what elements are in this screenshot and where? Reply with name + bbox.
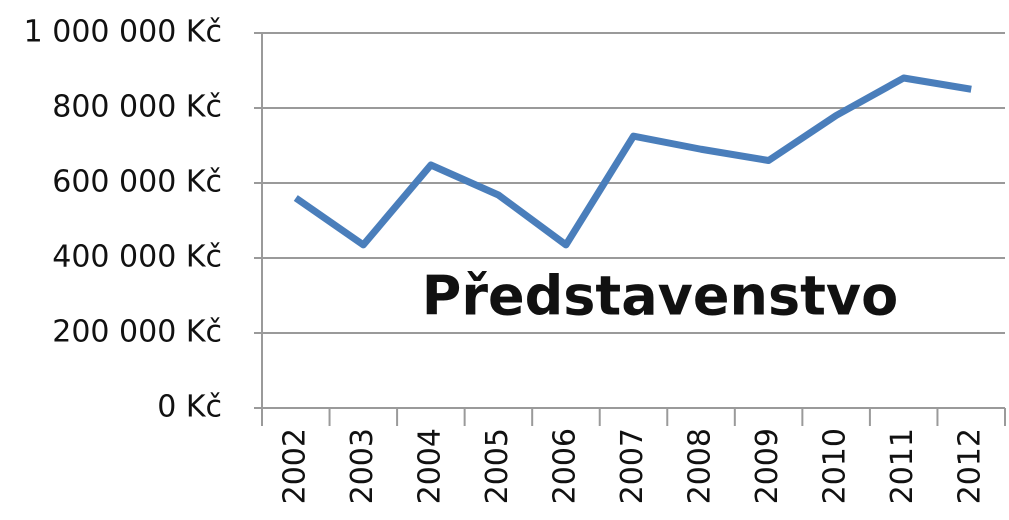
x-tick-label: 2008 (683, 428, 718, 504)
x-tick-label: 2011 (885, 428, 920, 504)
x-tick-label: 2010 (818, 428, 853, 504)
x-tick-label: 2002 (277, 428, 312, 504)
x-tick-label: 2012 (953, 428, 988, 504)
x-tick-label: 2007 (615, 428, 650, 504)
y-tick-label: 200 000 Kč (52, 315, 222, 350)
x-tick-label: 2006 (547, 428, 582, 504)
x-tick-label: 2003 (345, 428, 380, 504)
y-tick-label: 0 Kč (157, 390, 222, 425)
data-line (293, 74, 972, 249)
x-tick-label: 2004 (412, 428, 447, 504)
y-tick-label: 800 000 Kč (52, 90, 222, 125)
y-tick-label: 1 000 000 Kč (24, 15, 222, 50)
y-tick-label: 600 000 Kč (52, 165, 222, 200)
x-tick-label: 2005 (480, 428, 515, 504)
x-tick-label: 2009 (750, 428, 785, 504)
chart-title: Představenstvo (422, 265, 898, 328)
y-tick-label: 400 000 Kč (52, 240, 222, 275)
